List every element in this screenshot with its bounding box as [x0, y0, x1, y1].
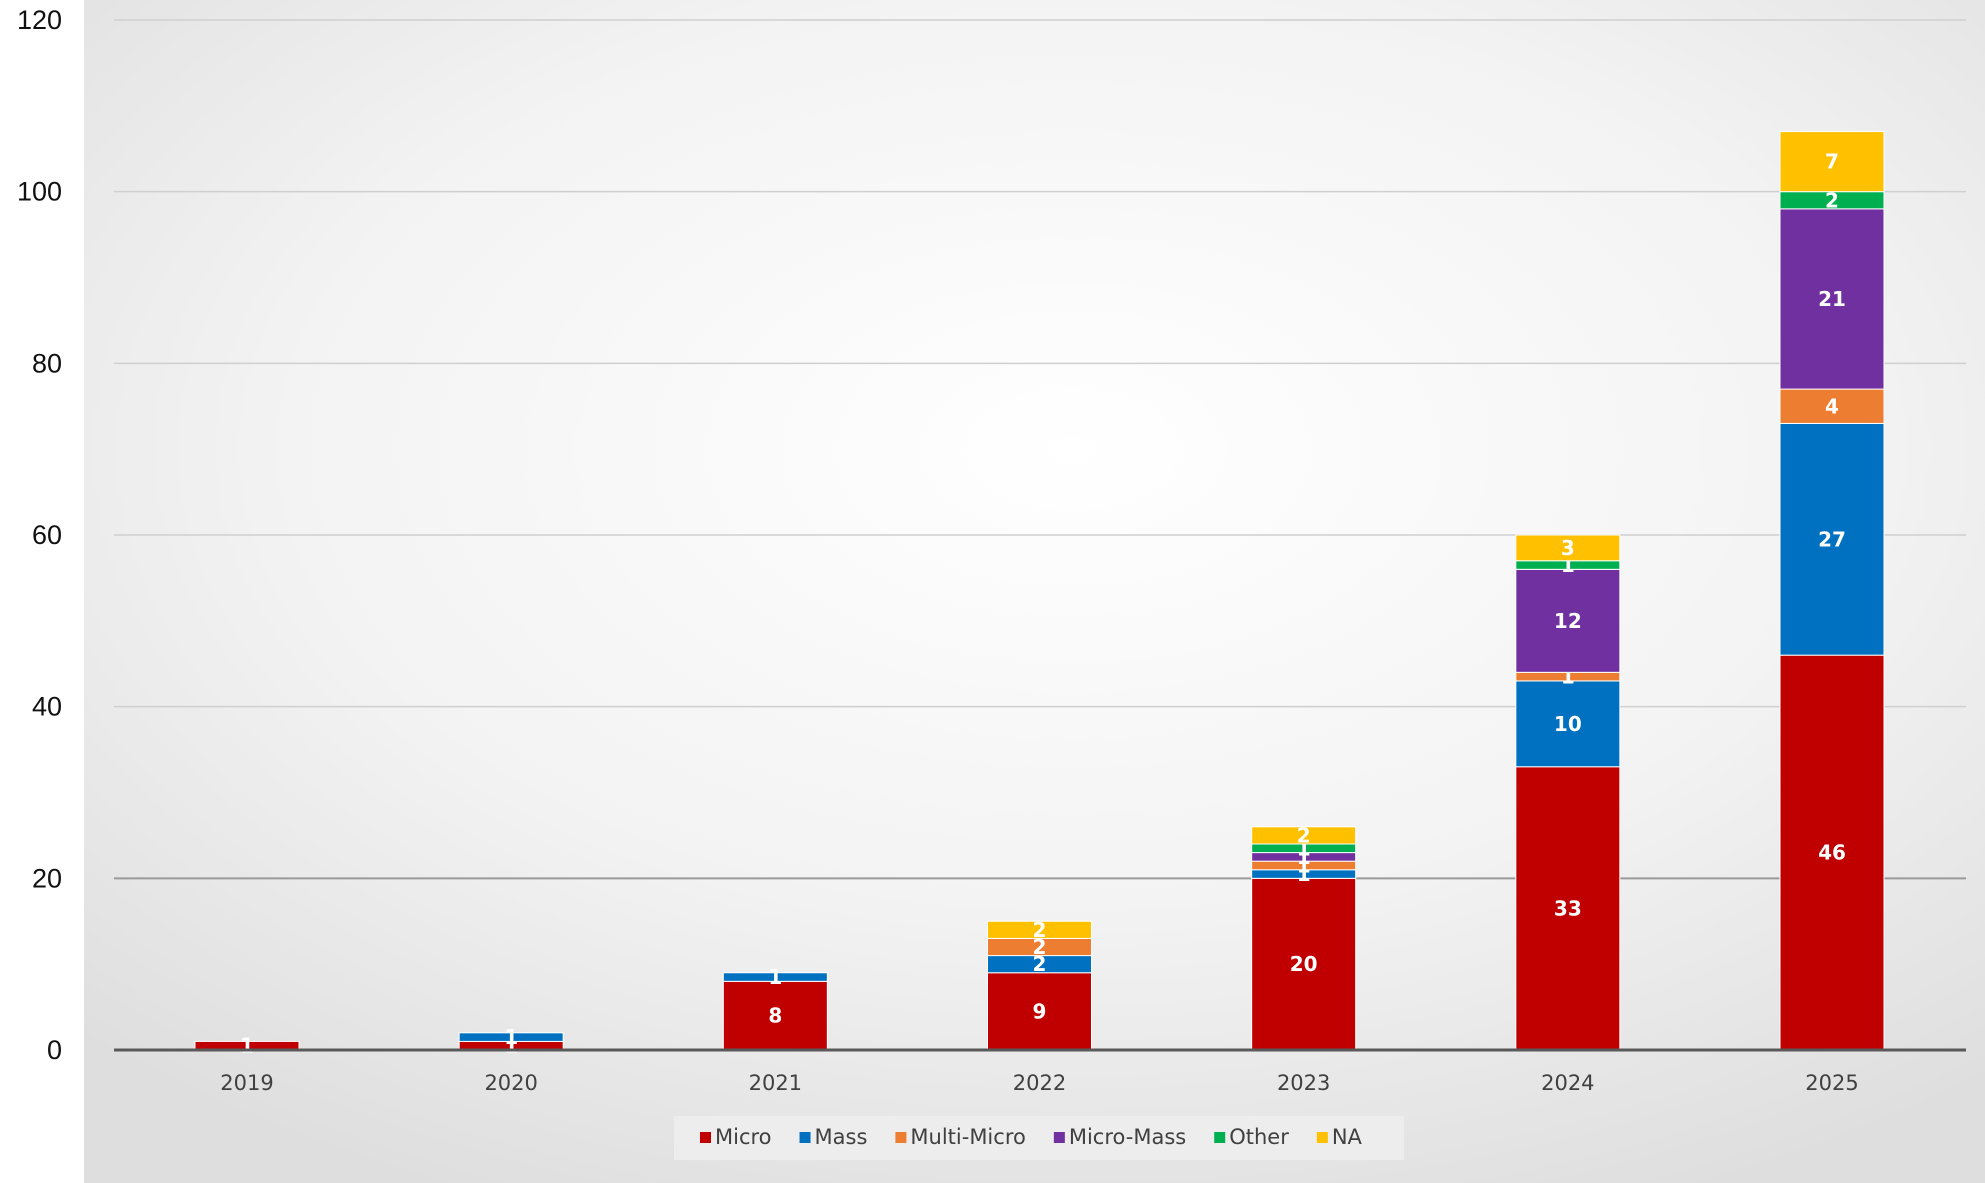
bar-segment-mass: [458, 1032, 564, 1042]
bar-segment-micro: [1251, 877, 1357, 1051]
legend-label-na: NA: [1332, 1125, 1363, 1149]
data-label: 3: [1561, 536, 1575, 560]
y-tick-label: 20: [32, 863, 62, 893]
x-tick-label: 2025: [1805, 1071, 1858, 1095]
data-label: 1: [504, 1025, 518, 1049]
data-label: 2: [1033, 918, 1047, 942]
data-label: 12: [1554, 609, 1582, 633]
data-label: 7: [1825, 150, 1839, 174]
data-label: 20: [1290, 952, 1318, 976]
legend-background: [674, 1116, 1404, 1160]
legend-swatch-multi-micro: [895, 1132, 907, 1143]
x-tick-label: 2021: [749, 1071, 802, 1095]
legend-label-micro-mass: Micro-Mass: [1069, 1125, 1186, 1149]
x-tick-label: 2024: [1541, 1071, 1594, 1095]
legend-swatch-micro: [700, 1132, 711, 1143]
y-tick-label: 60: [32, 520, 62, 550]
y-tick-label: 0: [47, 1035, 62, 1065]
gridlines: [114, 19, 1966, 880]
bar-segment-micro: [1779, 654, 1885, 1051]
data-label: 27: [1818, 527, 1846, 551]
x-axis-ticks: 2019 2020 2021 2022 2023 2024 2025: [220, 1071, 1858, 1095]
data-label: 1: [240, 1034, 254, 1058]
x-tick-label: 2019: [220, 1071, 273, 1095]
legend-label-micro: Micro: [715, 1125, 772, 1149]
x-tick-label: 2020: [484, 1071, 537, 1095]
legend: Micro Mass Multi-Micro Micro-Mass Other NA: [674, 1116, 1404, 1160]
bar-segment-multi-micro: [1779, 388, 1885, 424]
data-label: 1: [768, 965, 782, 989]
y-tick-label: 120: [17, 5, 62, 35]
data-label: 9: [1033, 999, 1047, 1023]
legend-swatch-mass: [799, 1132, 811, 1143]
legend-swatch-other: [1214, 1132, 1226, 1143]
legend-swatch-na: [1316, 1132, 1328, 1143]
data-label: 2: [1825, 188, 1839, 212]
bar-segment-micro: [722, 980, 828, 1051]
y-tick-label: 100: [17, 177, 62, 207]
data-label: 10: [1554, 712, 1582, 736]
data-label: 8: [768, 1004, 782, 1028]
y-tick-label: 40: [32, 692, 62, 722]
bar-segment-na: [1251, 826, 1357, 845]
data-label: 2: [1033, 952, 1047, 976]
bar-segment-mass: [1779, 422, 1885, 656]
bar-segment-na: [1779, 131, 1885, 193]
data-label: 4: [1825, 394, 1839, 418]
y-axis-ticks: 0 20 40 60 80 100 120: [17, 5, 62, 1065]
legend-label-mass: Mass: [815, 1125, 868, 1149]
bar-segment-mass: [1515, 680, 1621, 768]
legend-swatch-micro-mass: [1053, 1132, 1065, 1143]
bar-segment-micro: [1515, 766, 1621, 1051]
bar-segment-na: [987, 920, 1092, 939]
data-label: 33: [1554, 896, 1582, 920]
bar-segment-micro-mass: [1779, 208, 1885, 390]
bar-segment-na: [1515, 534, 1621, 562]
x-tick-label: 2022: [1013, 1071, 1066, 1095]
data-label: 2: [1033, 935, 1047, 959]
bar-segment-mass: [722, 972, 828, 982]
bar-segment-micro: [987, 972, 1092, 1051]
x-tick-label: 2023: [1277, 1071, 1330, 1095]
data-label: 46: [1818, 841, 1846, 865]
bar-segment-micro-mass: [1515, 568, 1621, 673]
legend-label-other: Other: [1229, 1125, 1289, 1149]
data-label: 2: [1297, 823, 1311, 847]
legend-label-multi-micro: Multi-Micro: [910, 1125, 1025, 1149]
data-label: 21: [1818, 287, 1846, 311]
y-tick-label: 80: [32, 348, 62, 378]
